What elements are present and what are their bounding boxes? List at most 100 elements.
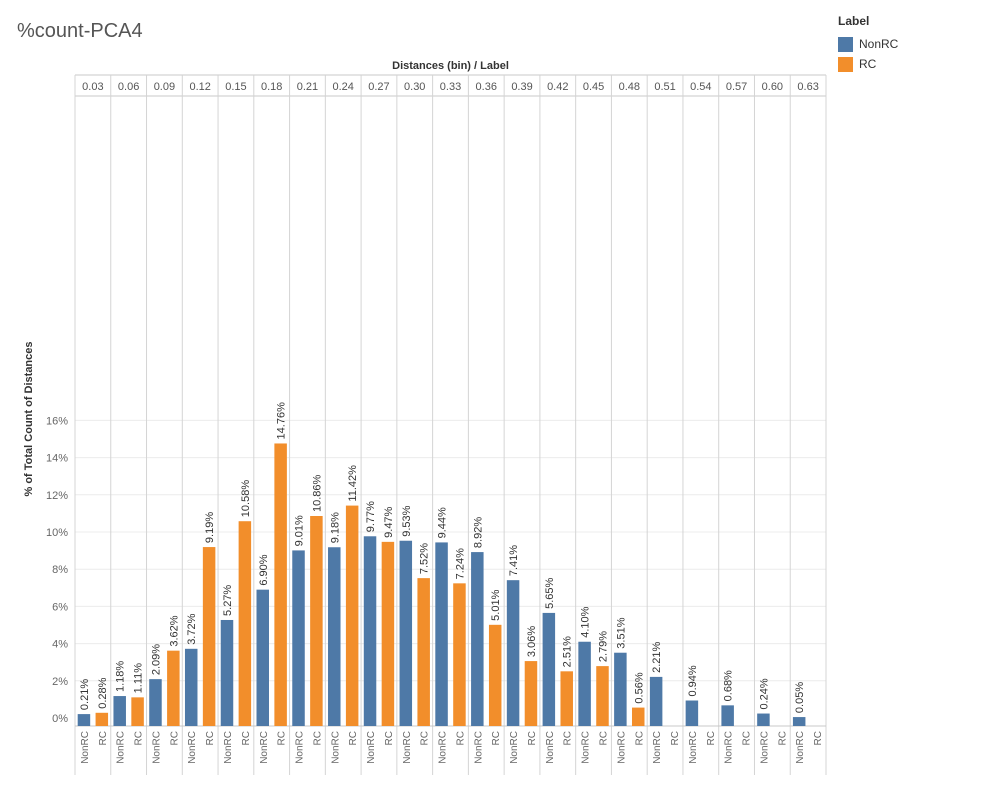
bar-rc bbox=[95, 712, 109, 726]
data-label: 9.44% bbox=[437, 507, 449, 538]
bar-rc bbox=[524, 661, 538, 726]
data-label: 3.72% bbox=[186, 613, 198, 644]
sub-category-label: RC bbox=[563, 731, 574, 745]
category-label: 0.09 bbox=[154, 81, 175, 93]
data-label: 9.77% bbox=[365, 501, 377, 532]
category-label: 0.27 bbox=[368, 81, 389, 93]
sub-category-label: RC bbox=[598, 731, 609, 745]
category-label: 0.15 bbox=[225, 81, 246, 93]
legend-label-nonrc: NonRC bbox=[859, 37, 899, 51]
y-tick-label: 0% bbox=[52, 713, 68, 725]
sub-category-label: RC bbox=[241, 731, 252, 745]
sub-category-label: RC bbox=[205, 731, 216, 745]
data-label: 0.28% bbox=[97, 677, 109, 708]
data-label: 9.47% bbox=[383, 506, 395, 537]
data-label: 3.62% bbox=[168, 615, 180, 646]
data-label: 5.27% bbox=[222, 585, 234, 616]
bar-rc bbox=[167, 650, 180, 726]
bar-rc bbox=[202, 547, 216, 726]
sub-category-label: RC bbox=[420, 731, 431, 745]
sub-category-label: NonRC bbox=[151, 731, 162, 764]
sub-category-label: NonRC bbox=[581, 731, 592, 764]
sub-category-label: NonRC bbox=[759, 731, 770, 764]
data-label: 14.76% bbox=[276, 402, 288, 440]
sub-category-label: NonRC bbox=[652, 731, 663, 764]
bar-nonrc bbox=[685, 700, 699, 726]
bar-rc bbox=[381, 541, 395, 726]
category-label: 0.21 bbox=[297, 81, 318, 93]
bar-nonrc bbox=[506, 580, 520, 726]
category-label: 0.54 bbox=[690, 81, 711, 93]
sub-category-label: RC bbox=[527, 731, 538, 745]
bar-rc bbox=[310, 516, 323, 726]
bar-rc bbox=[596, 666, 609, 726]
category-label: 0.60 bbox=[762, 81, 783, 93]
data-label: 3.06% bbox=[526, 626, 538, 657]
sub-category-label: RC bbox=[634, 731, 645, 745]
data-label: 3.51% bbox=[615, 617, 627, 648]
legend[interactable]: Label NonRC RC bbox=[838, 14, 898, 74]
y-tick-label: 4% bbox=[52, 639, 68, 651]
data-label: 6.90% bbox=[258, 554, 270, 585]
category-label: 0.48 bbox=[619, 81, 640, 93]
category-label: 0.03 bbox=[82, 81, 103, 93]
sub-category-label: RC bbox=[491, 731, 502, 745]
data-label: 1.11% bbox=[133, 663, 145, 694]
bar-nonrc bbox=[328, 547, 341, 726]
sub-category-label: RC bbox=[670, 731, 681, 745]
bar-nonrc bbox=[542, 612, 556, 726]
sub-category-label: NonRC bbox=[724, 731, 735, 764]
sub-category-label: RC bbox=[98, 731, 109, 745]
sub-category-label: RC bbox=[169, 731, 180, 745]
category-label: 0.57 bbox=[726, 81, 747, 93]
bar-rc bbox=[417, 578, 430, 726]
legend-item-rc[interactable]: RC bbox=[838, 54, 898, 74]
sub-category-label: NonRC bbox=[80, 731, 91, 764]
sub-category-label: NonRC bbox=[795, 731, 806, 764]
data-label: 5.65% bbox=[544, 578, 556, 609]
sub-category-label: NonRC bbox=[116, 731, 127, 764]
sub-category-label: NonRC bbox=[545, 731, 556, 764]
data-label: 7.24% bbox=[454, 548, 466, 579]
data-label: 11.42% bbox=[347, 465, 359, 502]
category-label: 0.12 bbox=[189, 81, 210, 93]
data-label: 7.52% bbox=[419, 543, 431, 574]
bar-rc bbox=[345, 505, 359, 726]
data-label: 10.86% bbox=[311, 474, 323, 512]
bar-rc bbox=[632, 707, 645, 726]
data-label: 10.58% bbox=[240, 480, 252, 518]
data-label: 9.53% bbox=[401, 505, 413, 536]
bar-nonrc bbox=[614, 652, 627, 726]
y-tick-label: 2% bbox=[52, 676, 68, 688]
bar-nonrc bbox=[435, 542, 448, 726]
y-tick-label: 12% bbox=[46, 490, 68, 502]
data-label: 0.94% bbox=[687, 665, 699, 696]
data-label: 0.24% bbox=[758, 678, 770, 709]
sub-category-label: NonRC bbox=[616, 731, 627, 764]
sub-category-label: RC bbox=[742, 731, 753, 745]
bar-nonrc bbox=[149, 679, 162, 726]
category-label: 0.06 bbox=[118, 81, 139, 93]
y-tick-label: 16% bbox=[46, 415, 68, 427]
sub-category-label: RC bbox=[134, 731, 145, 745]
bar-nonrc bbox=[77, 714, 91, 726]
data-label: 9.19% bbox=[204, 512, 216, 543]
legend-item-nonrc[interactable]: NonRC bbox=[838, 34, 898, 54]
data-label: 8.92% bbox=[472, 517, 484, 548]
data-label: 5.01% bbox=[490, 589, 502, 620]
sub-category-label: RC bbox=[706, 731, 717, 745]
y-axis-title: % of Total Count of Distances bbox=[23, 341, 35, 496]
bar-nonrc bbox=[292, 550, 305, 726]
legend-title: Label bbox=[838, 14, 870, 28]
category-label: 0.45 bbox=[583, 81, 604, 93]
sub-category-label: NonRC bbox=[438, 731, 449, 764]
category-label: 0.24 bbox=[333, 81, 354, 93]
data-label: 2.09% bbox=[150, 644, 162, 675]
category-label: 0.39 bbox=[511, 81, 532, 93]
category-label: 0.33 bbox=[440, 81, 461, 93]
sub-category-label: RC bbox=[312, 731, 323, 745]
y-tick-label: 10% bbox=[46, 527, 68, 539]
sub-category-label: RC bbox=[455, 731, 466, 745]
category-label: 0.30 bbox=[404, 81, 425, 93]
